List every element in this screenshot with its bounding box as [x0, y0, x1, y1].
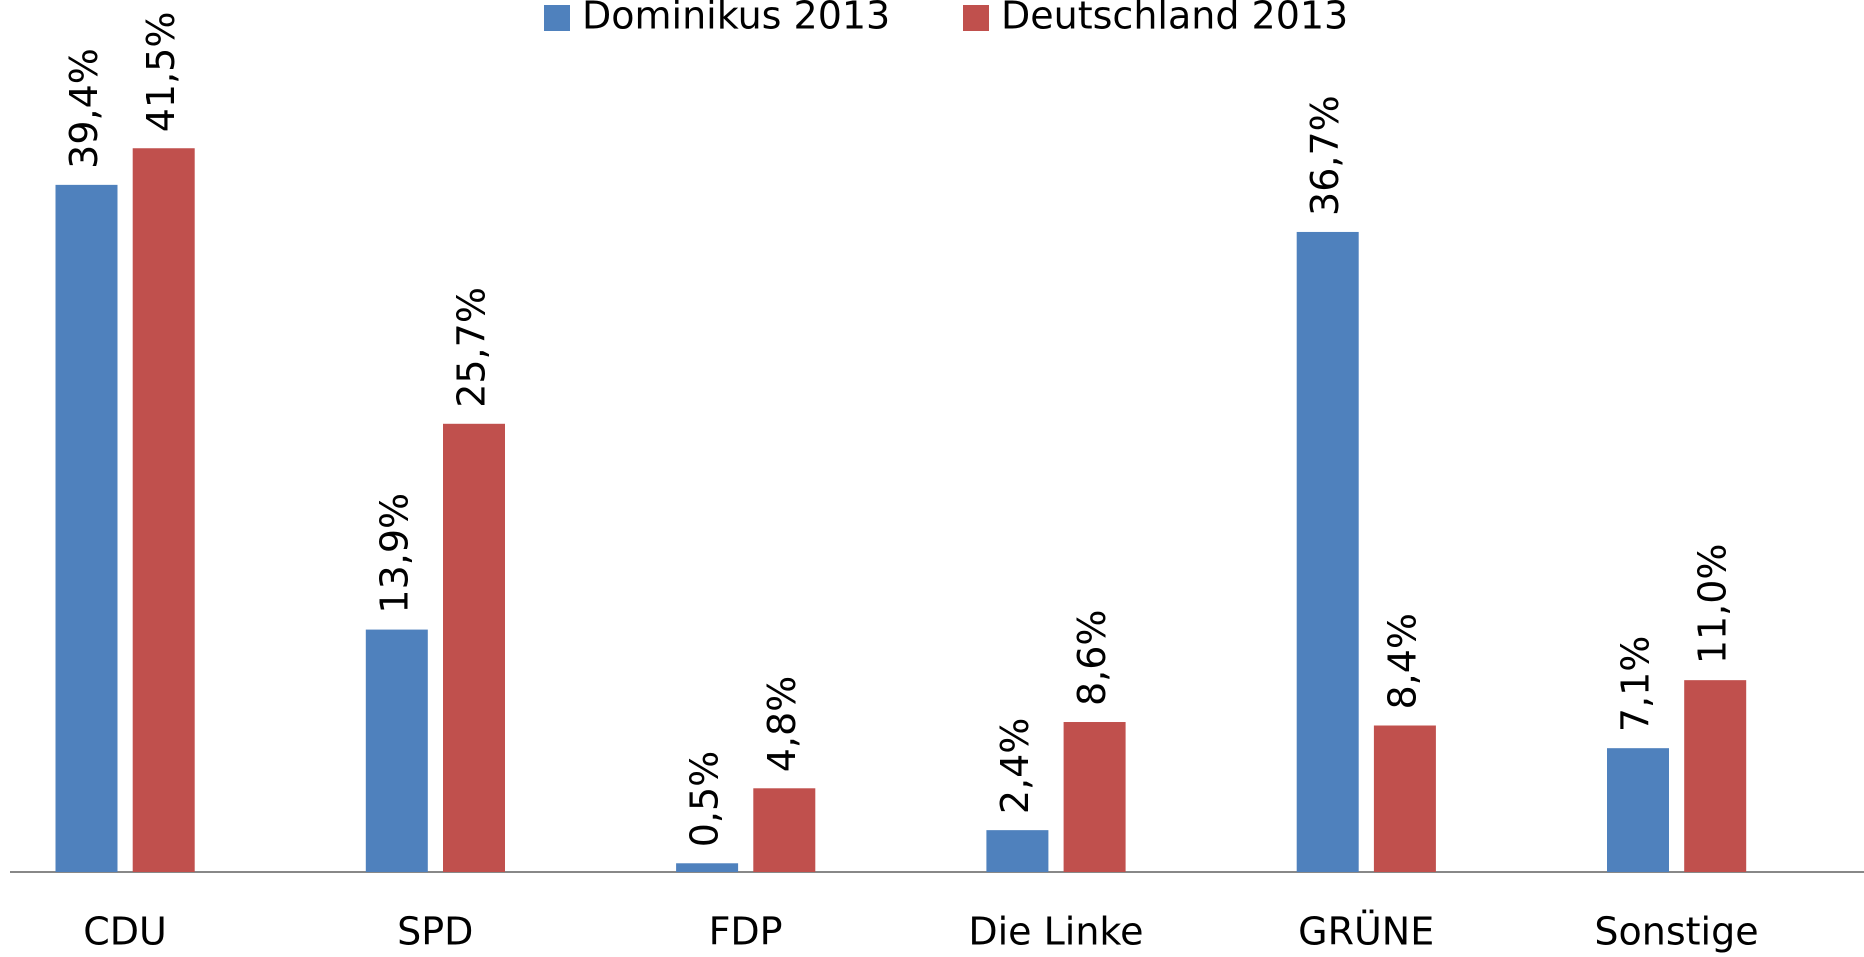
x-tick-label: CDU — [83, 910, 167, 954]
data-label: 8,6% — [1070, 609, 1114, 706]
data-label: 25,7% — [450, 287, 494, 408]
legend-swatch — [544, 5, 570, 31]
bar — [676, 863, 739, 872]
bar — [986, 830, 1049, 872]
bar — [132, 148, 195, 873]
legend-label: Dominikus 2013 — [582, 0, 890, 38]
data-label: 13,9% — [372, 493, 416, 614]
x-tick-label: Die Linke — [968, 910, 1143, 954]
data-label: 41,5% — [139, 12, 183, 133]
bar — [365, 629, 428, 872]
data-label: 39,4% — [62, 48, 106, 169]
data-label: 8,4% — [1380, 613, 1424, 710]
data-label: 36,7% — [1303, 95, 1347, 216]
data-label: 4,8% — [760, 676, 804, 773]
legend-swatch — [963, 5, 989, 31]
data-label: 7,1% — [1614, 636, 1658, 733]
bar — [1063, 722, 1126, 872]
bar — [1296, 231, 1359, 872]
x-tick-label: SPD — [397, 910, 473, 954]
bar — [1373, 725, 1436, 872]
data-label: 0,5% — [683, 751, 727, 848]
bar — [753, 788, 816, 872]
bar — [55, 184, 118, 872]
bar — [1607, 748, 1669, 872]
x-tick-label: GRÜNE — [1298, 910, 1434, 954]
x-tick-label: Sonstige — [1594, 910, 1758, 954]
bar — [443, 423, 505, 872]
data-label: 11,0% — [1691, 543, 1735, 664]
x-tick-label: FDP — [709, 910, 783, 954]
legend-label: Deutschland 2013 — [1001, 0, 1348, 38]
bar — [1684, 680, 1747, 872]
data-label: 2,4% — [993, 718, 1037, 815]
